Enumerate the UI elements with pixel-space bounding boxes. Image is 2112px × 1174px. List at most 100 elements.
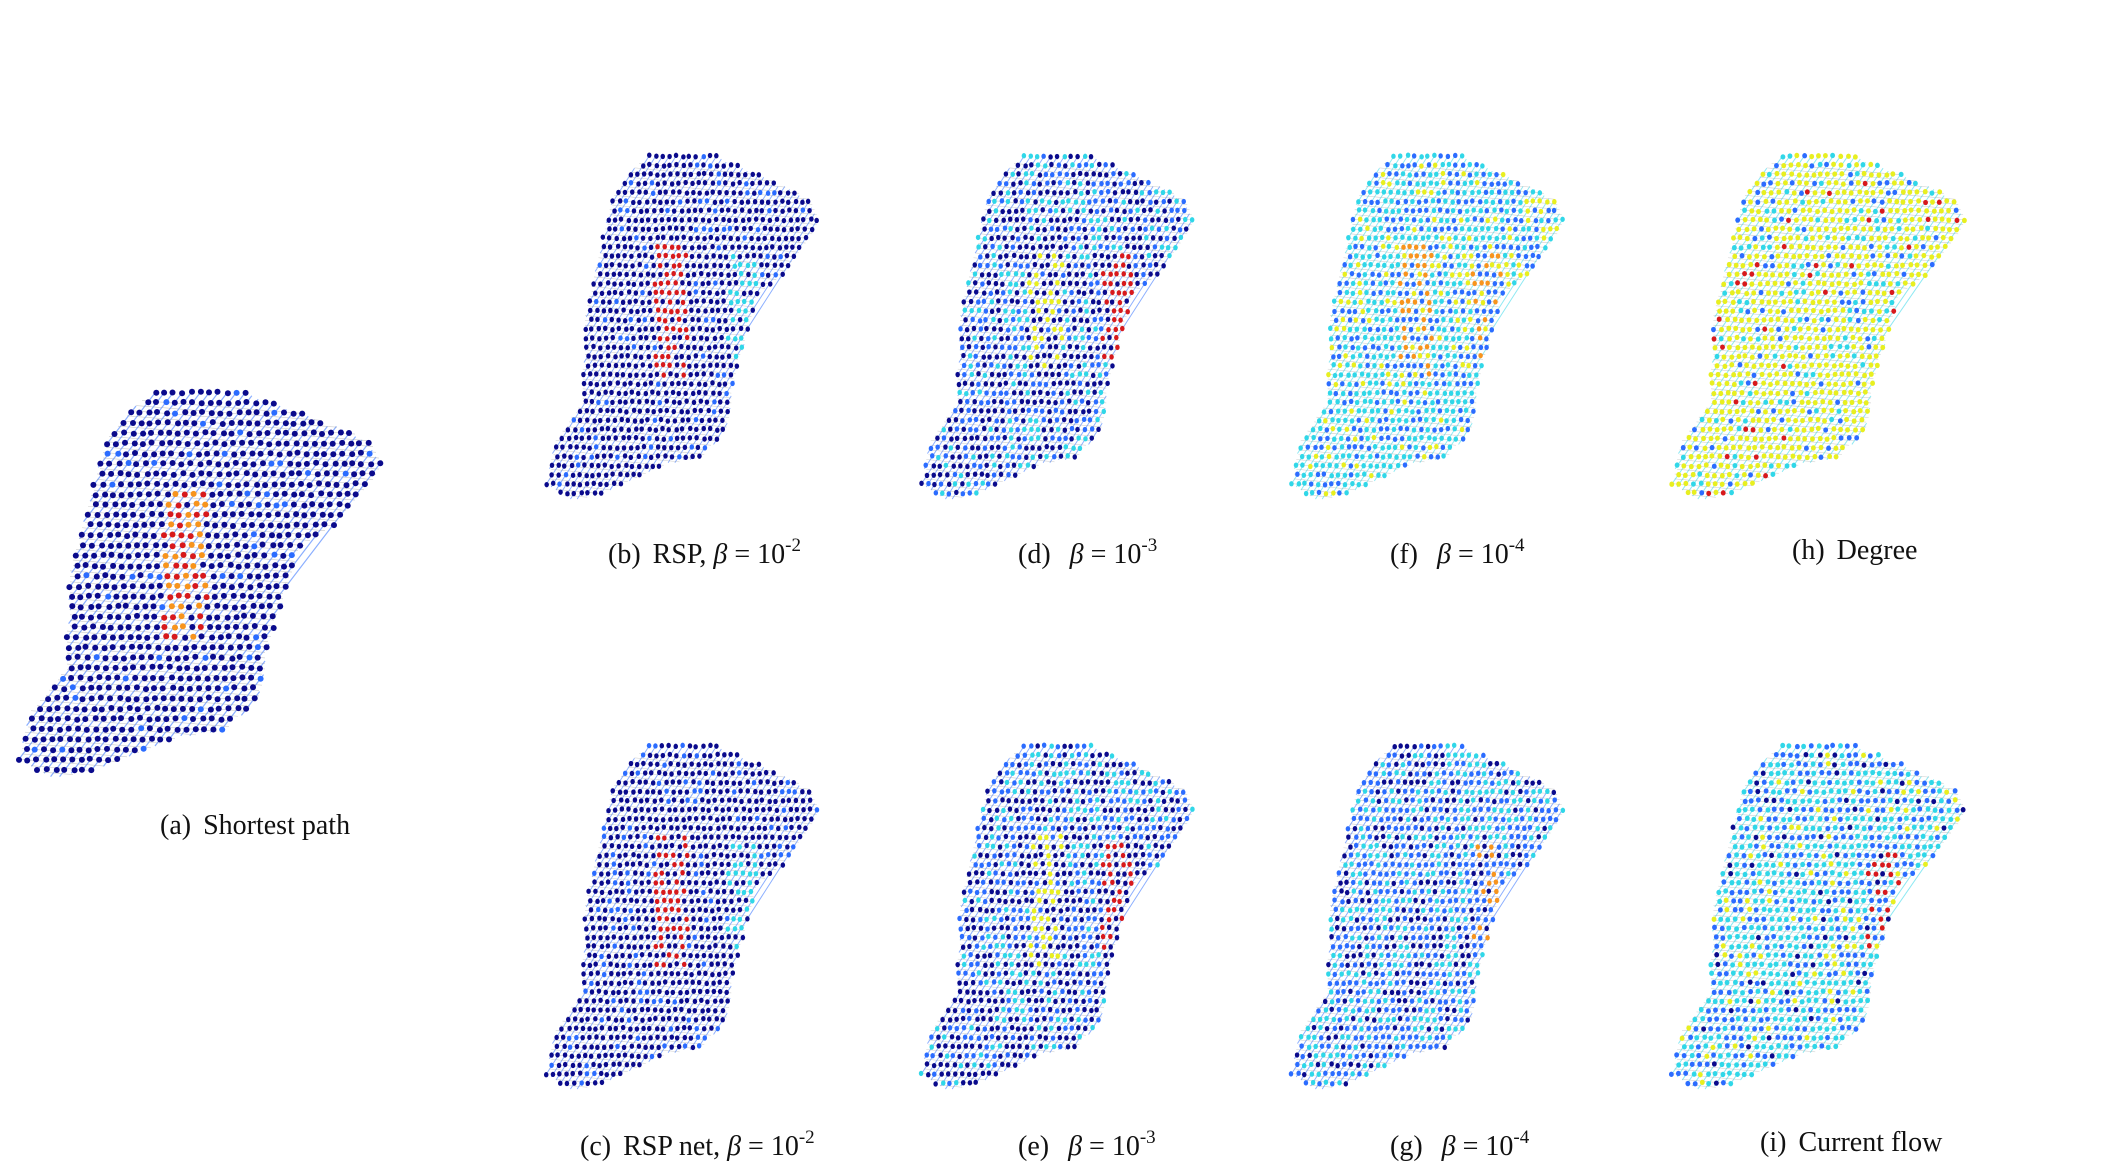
network-node [1877, 252, 1883, 259]
network-node [1031, 390, 1037, 396]
network-node [1415, 326, 1421, 332]
network-node [1181, 198, 1186, 205]
network-node [243, 470, 250, 477]
network-node [285, 531, 292, 538]
network-node [972, 280, 978, 286]
network-node [710, 180, 716, 186]
network-node [114, 674, 121, 681]
network-node [1714, 435, 1720, 441]
network-node [683, 252, 689, 259]
network-node [1744, 362, 1749, 368]
network-node [696, 179, 701, 186]
network-node [1350, 216, 1356, 223]
network-node [1050, 445, 1055, 451]
network-node [226, 490, 233, 497]
network-node [589, 389, 594, 395]
network-node [1122, 208, 1127, 215]
network-node [231, 604, 238, 611]
network-node [1422, 262, 1427, 269]
network-node [767, 208, 772, 214]
cross-edge [582, 383, 732, 399]
network-node [1324, 427, 1330, 433]
network-node [622, 244, 628, 250]
network-node [1841, 381, 1846, 388]
network-node [139, 736, 146, 743]
network-node [1491, 272, 1497, 278]
cross-edge [973, 262, 1152, 280]
network-node [1383, 343, 1389, 350]
network-node [1861, 226, 1867, 232]
network-node [1742, 480, 1748, 487]
network-node [1110, 363, 1115, 369]
network-node [626, 217, 632, 224]
network-node [60, 756, 67, 763]
network-node [1339, 435, 1344, 442]
network-node [732, 263, 738, 269]
network-node [1763, 271, 1769, 278]
network-node [1348, 398, 1354, 405]
network-node [583, 336, 589, 342]
network-node [693, 227, 699, 233]
network-node [1029, 372, 1035, 378]
network-node [288, 481, 295, 488]
network-node [1365, 362, 1370, 369]
network-node [1100, 335, 1105, 341]
network-node [1486, 299, 1492, 305]
cross-edge [1363, 190, 1560, 210]
network-node [231, 684, 238, 691]
network-node [1818, 381, 1824, 387]
network-node [1362, 345, 1368, 351]
network-node [710, 307, 715, 314]
network-node [221, 430, 227, 437]
network-node [768, 226, 773, 232]
network-node [1797, 179, 1802, 186]
network-node [336, 491, 343, 498]
network-node [626, 427, 632, 433]
network-node [248, 593, 255, 600]
network-node [653, 427, 659, 433]
network-node [1409, 189, 1415, 195]
network-node [203, 511, 210, 518]
network-node [123, 451, 129, 458]
network-node [1508, 244, 1514, 250]
network-node [1447, 381, 1452, 387]
network-node [706, 207, 712, 213]
network-node [953, 417, 959, 423]
network-node [1182, 207, 1187, 214]
network-node [308, 492, 315, 499]
network-node [1064, 371, 1069, 377]
network-node [302, 522, 309, 529]
network-node [1749, 208, 1755, 214]
network-node [1404, 290, 1410, 296]
network-node [1533, 217, 1539, 224]
network-node [752, 199, 758, 205]
network-node [1081, 207, 1086, 214]
network-node [1177, 227, 1183, 233]
network-node [991, 252, 996, 259]
network-node [647, 299, 652, 305]
network-node [978, 463, 983, 470]
network-node [1470, 198, 1475, 204]
network-node [1082, 226, 1087, 233]
network-node [1714, 353, 1720, 360]
network-node [1069, 353, 1074, 360]
network-node [1357, 216, 1363, 222]
network-node [61, 766, 68, 773]
network-node [722, 171, 728, 177]
network-node [85, 736, 92, 743]
network-node [723, 318, 728, 324]
network-node [1869, 308, 1874, 314]
network-node [996, 444, 1001, 450]
network-node [702, 180, 708, 186]
network-node [139, 583, 146, 590]
network-node [968, 363, 973, 369]
network-node [789, 226, 794, 233]
street-edge [168, 463, 381, 740]
network-node [919, 480, 924, 486]
network-node [133, 461, 140, 468]
network-node [614, 298, 619, 305]
network-node [1854, 307, 1860, 314]
network-node [1003, 308, 1008, 314]
network-node [1745, 309, 1751, 315]
network-node [1724, 380, 1730, 387]
